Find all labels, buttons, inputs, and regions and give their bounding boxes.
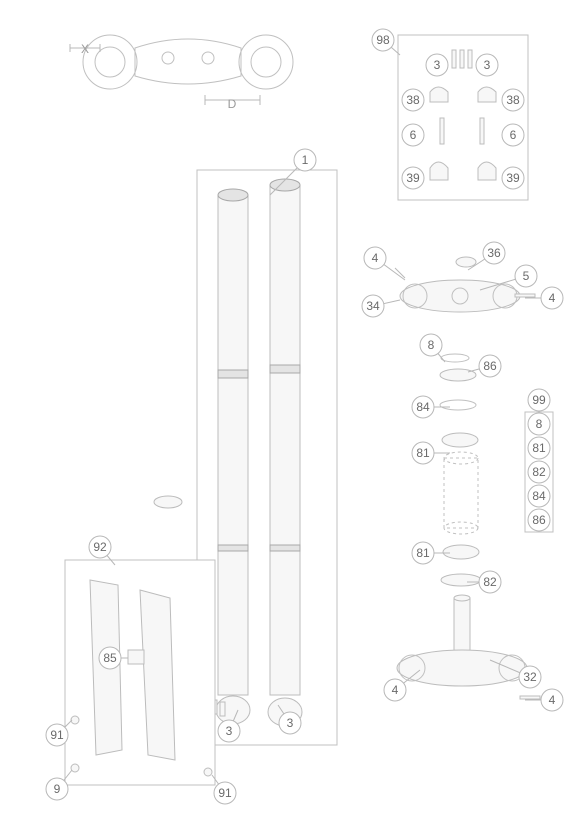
callout-32: 32 (519, 666, 541, 688)
callout-6: 6 (502, 124, 524, 146)
callout-82: 82 (528, 461, 550, 483)
callout-label: 5 (523, 269, 530, 283)
callout-4: 4 (364, 247, 386, 269)
callout-84: 84 (412, 396, 434, 418)
lower-triple-clamp (397, 595, 540, 699)
callout-label: 3 (287, 716, 294, 730)
callout-39: 39 (402, 167, 424, 189)
callout-81: 81 (528, 437, 550, 459)
dimension-label: X (81, 42, 89, 56)
callout-4: 4 (541, 689, 563, 711)
callout-label: 92 (93, 540, 107, 554)
callout-91: 91 (214, 782, 236, 804)
callout-label: 85 (103, 651, 117, 665)
callout-8: 8 (420, 334, 442, 356)
callout-label: 9 (54, 782, 61, 796)
callout-label: 86 (483, 359, 497, 373)
bearing-stack (440, 354, 481, 586)
callout-label: 6 (510, 128, 517, 142)
callout-34: 34 (362, 295, 384, 317)
callout-label: 91 (50, 728, 64, 742)
callout-4: 4 (384, 679, 406, 701)
callout-38: 38 (502, 89, 524, 111)
fork-cap (154, 496, 182, 508)
callout-label: 82 (532, 465, 546, 479)
callout-label: 3 (434, 58, 441, 72)
callout-label: 4 (549, 291, 556, 305)
callout-label: 8 (428, 338, 435, 352)
callout-label: 39 (506, 171, 520, 185)
callout-82: 82 (479, 571, 501, 593)
callout-3: 3 (279, 712, 301, 734)
callout-label: 98 (376, 33, 390, 47)
callout-5: 5 (515, 265, 537, 287)
callout-label: 4 (549, 693, 556, 707)
callout-91: 91 (46, 724, 68, 746)
callout-3: 3 (476, 54, 498, 76)
callout-label: 82 (483, 575, 497, 589)
dimension-label: D (228, 97, 237, 111)
callout-label: 8 (536, 417, 543, 431)
callout-label: 36 (487, 246, 501, 260)
callout-label: 3 (226, 724, 233, 738)
callout-86: 86 (528, 509, 550, 531)
callout-label: 84 (532, 489, 546, 503)
callout-label: 38 (406, 93, 420, 107)
callout-1: 1 (294, 149, 316, 171)
callout-39: 39 (502, 167, 524, 189)
callout-8: 8 (528, 413, 550, 435)
callout-98: 98 (372, 29, 394, 51)
callout-label: 39 (406, 171, 420, 185)
callout-label: 81 (532, 441, 546, 455)
callout-label: 99 (532, 393, 546, 407)
callout-85: 85 (99, 647, 121, 669)
callout-92: 92 (89, 536, 111, 558)
callout-36: 36 (483, 242, 505, 264)
callout-label: 91 (218, 786, 232, 800)
callout-label: 81 (416, 446, 430, 460)
callout-3: 3 (426, 54, 448, 76)
callout-label: 1 (302, 153, 309, 167)
callout-4: 4 (541, 287, 563, 309)
callout-label: 4 (392, 683, 399, 697)
callout-3: 3 (218, 720, 240, 742)
callout-label: 86 (532, 513, 546, 527)
callout-label: 6 (410, 128, 417, 142)
callout-label: 34 (366, 299, 380, 313)
callout-label: 81 (416, 546, 430, 560)
callout-label: 3 (484, 58, 491, 72)
parts-diagram: 1333344445668893234363838393981818182828… (0, 0, 573, 818)
callout-84: 84 (528, 485, 550, 507)
callout-label: 84 (416, 400, 430, 414)
callout-label: 32 (523, 670, 537, 684)
top-clamp-schematic (70, 35, 293, 105)
upper-triple-clamp (395, 257, 535, 312)
callout-81: 81 (412, 542, 434, 564)
callout-6: 6 (402, 124, 424, 146)
callout-label: 38 (506, 93, 520, 107)
callout-99: 99 (528, 389, 550, 411)
callout-81: 81 (412, 442, 434, 464)
callout-38: 38 (402, 89, 424, 111)
callout-label: 4 (372, 251, 379, 265)
callout-9: 9 (46, 778, 68, 800)
callout-86: 86 (479, 355, 501, 377)
